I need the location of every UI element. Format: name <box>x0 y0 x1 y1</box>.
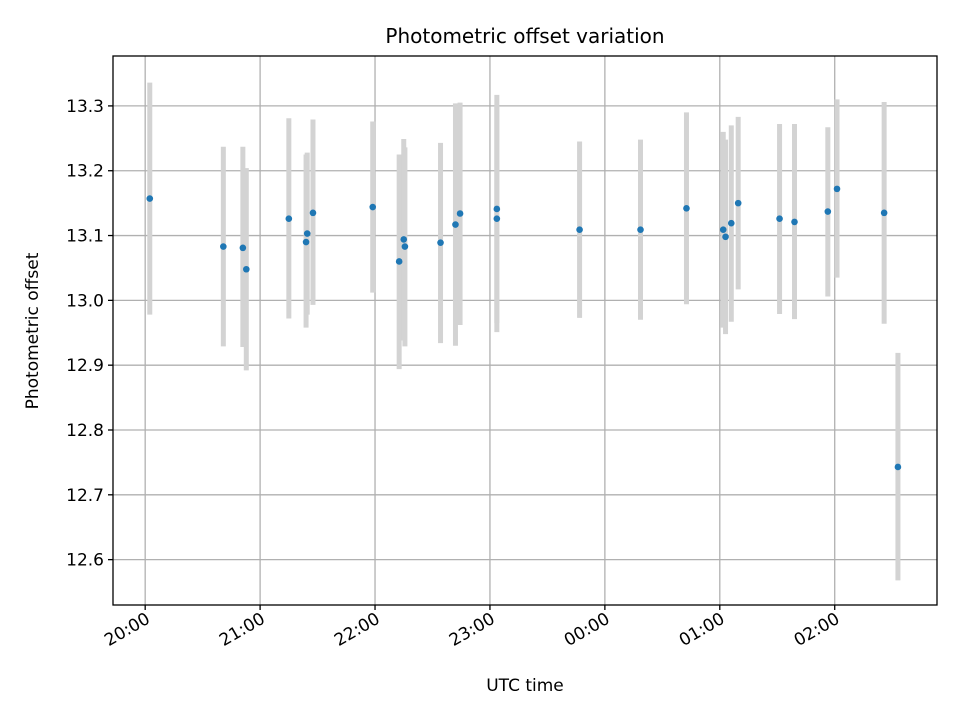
y-tick-label: 13.1 <box>66 227 104 247</box>
chart-title: Photometric offset variation <box>385 24 664 48</box>
y-tick-label: 13.2 <box>66 162 104 182</box>
data-point <box>683 205 690 212</box>
data-point <box>456 210 464 217</box>
data-point <box>243 265 250 273</box>
data-point <box>493 215 501 222</box>
y-tick-label: 13.3 <box>66 97 104 117</box>
data-point <box>220 243 227 250</box>
data-points <box>146 185 902 471</box>
data-point <box>791 218 798 226</box>
data-point <box>576 226 583 234</box>
y-tick-label: 12.7 <box>66 486 104 506</box>
data-point <box>146 195 154 202</box>
y-tick-label: 12.9 <box>66 356 104 376</box>
data-point <box>776 215 783 222</box>
data-point <box>309 209 317 217</box>
plot-frame <box>112 55 938 606</box>
data-point <box>719 226 727 234</box>
data-point <box>880 209 888 217</box>
data-point <box>824 208 832 215</box>
data-point <box>637 226 644 234</box>
x-axis-title: UTC time <box>486 676 564 696</box>
y-tick-label: 12.8 <box>66 421 104 441</box>
data-point <box>452 221 459 228</box>
data-point <box>400 236 408 243</box>
y-axis-ticks: 12.6 12.7 12.8 12.9 13.0 13.1 13.2 13.3 <box>66 97 113 571</box>
y-tick-label: 12.6 <box>66 551 104 571</box>
data-point <box>734 199 742 207</box>
data-point <box>285 215 293 222</box>
data-point <box>401 243 409 250</box>
data-point <box>303 230 311 237</box>
data-point <box>369 203 377 211</box>
data-point <box>302 238 310 246</box>
data-point <box>395 258 403 265</box>
data-point <box>722 233 729 241</box>
data-point <box>833 185 841 193</box>
data-point <box>727 219 735 227</box>
y-axis-title: Photometric offset <box>23 252 43 409</box>
data-point <box>239 244 247 252</box>
data-point <box>437 239 444 246</box>
y-tick-label: 13.0 <box>66 291 104 311</box>
data-point <box>894 463 902 471</box>
data-point <box>493 205 501 213</box>
